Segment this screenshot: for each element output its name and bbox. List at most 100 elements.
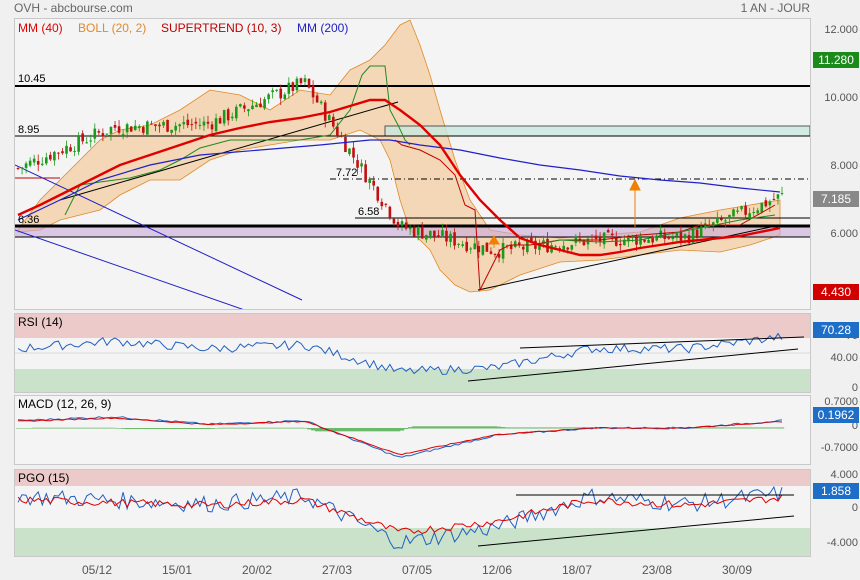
macd-histogram-bar: [311, 428, 316, 431]
candle-body: [651, 237, 654, 243]
candle-body: [154, 124, 157, 126]
macd-histogram-bar: [529, 427, 534, 429]
macd-histogram-bar: [68, 427, 73, 429]
macd-histogram-bar: [747, 427, 752, 429]
trendline-down-2: [15, 229, 244, 309]
price-axis-12: 12.000: [824, 24, 858, 36]
candle-body: [756, 210, 760, 214]
macd-histogram-bar: [189, 428, 195, 430]
candle-body: [85, 142, 89, 144]
trendline-down-1: [15, 164, 303, 301]
pgo-value-tag: 1.858: [813, 483, 859, 499]
macd-histogram-bar: [703, 427, 708, 429]
macd-histogram-bar: [56, 427, 61, 429]
macd-histogram-bar: [129, 428, 134, 430]
candle-body: [307, 78, 311, 88]
candle-body: [610, 233, 614, 236]
macd-histogram-bar: [521, 427, 526, 429]
candle-body: [639, 237, 642, 245]
macd-histogram-bar: [177, 428, 182, 430]
candle-body: [477, 245, 481, 253]
level-label-10.45: 10.45: [18, 73, 46, 85]
candle-body: [598, 237, 602, 242]
candle-body: [303, 78, 307, 82]
macd-histogram-bar: [488, 426, 494, 429]
macd-histogram-bar: [96, 427, 102, 429]
macd-histogram-bar: [359, 428, 364, 432]
x-label-0: 05/12: [82, 563, 113, 577]
x-label-7: 23/08: [642, 563, 673, 577]
candle-body: [166, 120, 169, 132]
candle-body: [178, 124, 181, 127]
candle-body: [158, 124, 161, 127]
candle-body: [768, 201, 772, 206]
candle-body: [61, 151, 64, 154]
candle-body: [497, 254, 501, 258]
candle-body: [36, 161, 40, 165]
candle-body: [489, 251, 493, 254]
candle-body: [49, 154, 52, 160]
macd-histogram-bar: [444, 426, 449, 429]
macd-histogram-bar: [759, 427, 764, 429]
candle-body: [376, 186, 380, 201]
candle-body: [429, 230, 432, 236]
macd-histogram-bar: [363, 428, 368, 432]
candle-body: [623, 239, 626, 246]
candle-body: [566, 247, 570, 250]
macd-histogram-bar: [509, 427, 514, 429]
macd-histogram-bar: [763, 427, 769, 429]
candle-body: [679, 230, 683, 241]
macd-histogram-bar: [210, 428, 215, 429]
macd-histogram-bar: [505, 427, 510, 429]
candle-body: [218, 118, 222, 124]
candle-body: [295, 78, 299, 91]
macd-histogram-bar: [161, 428, 166, 430]
macd-histogram-bar: [315, 428, 320, 432]
candle-body: [57, 152, 60, 154]
macd-histogram-bar: [169, 428, 174, 430]
candle-body: [635, 237, 638, 245]
candle-body: [279, 88, 283, 99]
candle-body: [780, 193, 784, 195]
ma200-line: [17, 139, 781, 221]
macd-histogram-bar: [367, 428, 372, 432]
macd-histogram-bar: [307, 428, 312, 430]
macd-histogram-bar: [379, 428, 385, 432]
macd-histogram-bar: [343, 428, 348, 432]
macd-axis-top: 0.7000: [824, 396, 858, 408]
candle-body: [315, 95, 319, 103]
rsi-axis-0: 0: [851, 382, 858, 394]
macd-histogram-bar: [230, 427, 235, 429]
x-label-8: 30/09: [722, 563, 753, 577]
candle-body: [764, 200, 768, 207]
period-label[interactable]: 1 AN - JOUR: [740, 1, 810, 15]
macd-histogram-bar: [351, 428, 356, 432]
candle-body: [44, 157, 48, 164]
macd-histogram-bar: [727, 427, 732, 429]
x-label-5: 12/06: [482, 563, 513, 577]
x-label-2: 20/02: [242, 563, 273, 577]
macd-histogram-bar: [319, 428, 324, 432]
candle-body: [40, 163, 44, 165]
legend-ma200: MM (200): [297, 21, 349, 35]
candle-body: [445, 230, 448, 242]
macd-histogram-bar: [193, 428, 199, 430]
macd-histogram-bar: [492, 426, 498, 429]
macd-histogram-bar: [36, 427, 41, 429]
candle-body: [501, 242, 505, 259]
macd-histogram-bar: [335, 428, 340, 432]
macd-histogram-bar: [472, 426, 477, 429]
candle-body: [732, 209, 735, 217]
candle-body: [380, 201, 384, 207]
macd-histogram-bar: [92, 427, 98, 429]
candle-body: [570, 245, 574, 250]
candle-body: [243, 105, 246, 109]
level-label-7.72: 7.72: [336, 167, 357, 179]
candle-body: [125, 124, 129, 133]
macd-histogram-bar: [133, 428, 138, 430]
macd-histogram-bar: [375, 428, 380, 432]
candle-body: [408, 227, 412, 230]
candle-body: [594, 235, 598, 240]
macd-histogram-bar: [517, 427, 522, 429]
